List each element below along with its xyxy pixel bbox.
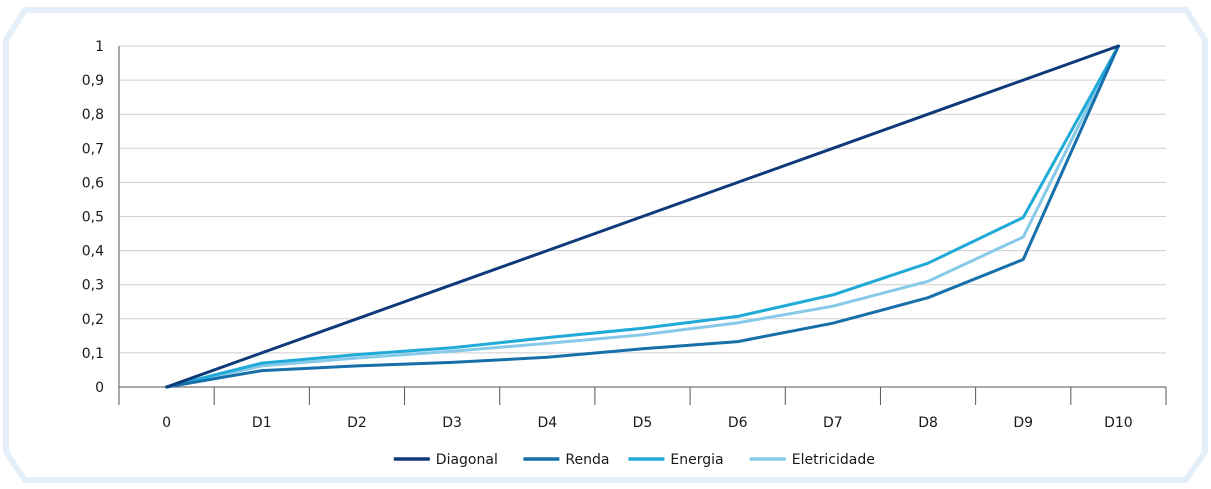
- gridlines: [119, 45, 1166, 354]
- series-lines: [165, 44, 1120, 389]
- x-tick-label: D2: [347, 415, 367, 431]
- y-tick-label: 0,9: [82, 73, 104, 89]
- x-tick-label: D6: [728, 415, 748, 431]
- y-tick-label: 0: [95, 380, 104, 396]
- y-tick-label: 1: [95, 39, 104, 55]
- x-tick-label: D5: [633, 415, 653, 431]
- legend-label: Renda: [565, 452, 609, 468]
- series-line-energia: [165, 44, 1120, 389]
- y-tick-label: 0,4: [82, 244, 104, 260]
- y-tick-label: 0,2: [82, 312, 104, 328]
- x-tick-label: D9: [1013, 415, 1033, 431]
- x-tick-label: D8: [918, 415, 938, 431]
- x-tick-label: D4: [537, 415, 557, 431]
- y-tick-label: 0,7: [82, 141, 104, 157]
- x-tick-label: D10: [1104, 415, 1133, 431]
- y-tick-label: 0,6: [82, 175, 104, 191]
- series-line-eletricidade: [165, 44, 1120, 389]
- y-tick-label: 0,1: [82, 346, 104, 362]
- x-tick-label: D1: [252, 415, 272, 431]
- legend-label: Energia: [670, 452, 723, 468]
- series-line-renda: [165, 44, 1120, 389]
- y-tick-label: 0,5: [82, 210, 104, 226]
- y-tick-label: 0,8: [82, 107, 104, 123]
- legend-label: Eletricidade: [792, 452, 875, 468]
- axes: 0 0,1 0,2 0,3 0,4 0,5 0,6 0,7 0,8 0,9 1 0 D1 D2 D3 D4 D5…: [82, 39, 1167, 431]
- x-tick-label: 0: [162, 415, 171, 431]
- x-tick-label: D7: [823, 415, 843, 431]
- y-tick-label: 0,3: [82, 278, 104, 294]
- series-line-diagonal: [165, 44, 1120, 389]
- legend: Diagonal Renda Energia Eletricidade: [393, 452, 875, 468]
- decorative-frame-border: [3, 7, 1208, 483]
- legend-label: Diagonal: [436, 452, 498, 468]
- x-tick-label: D3: [442, 415, 462, 431]
